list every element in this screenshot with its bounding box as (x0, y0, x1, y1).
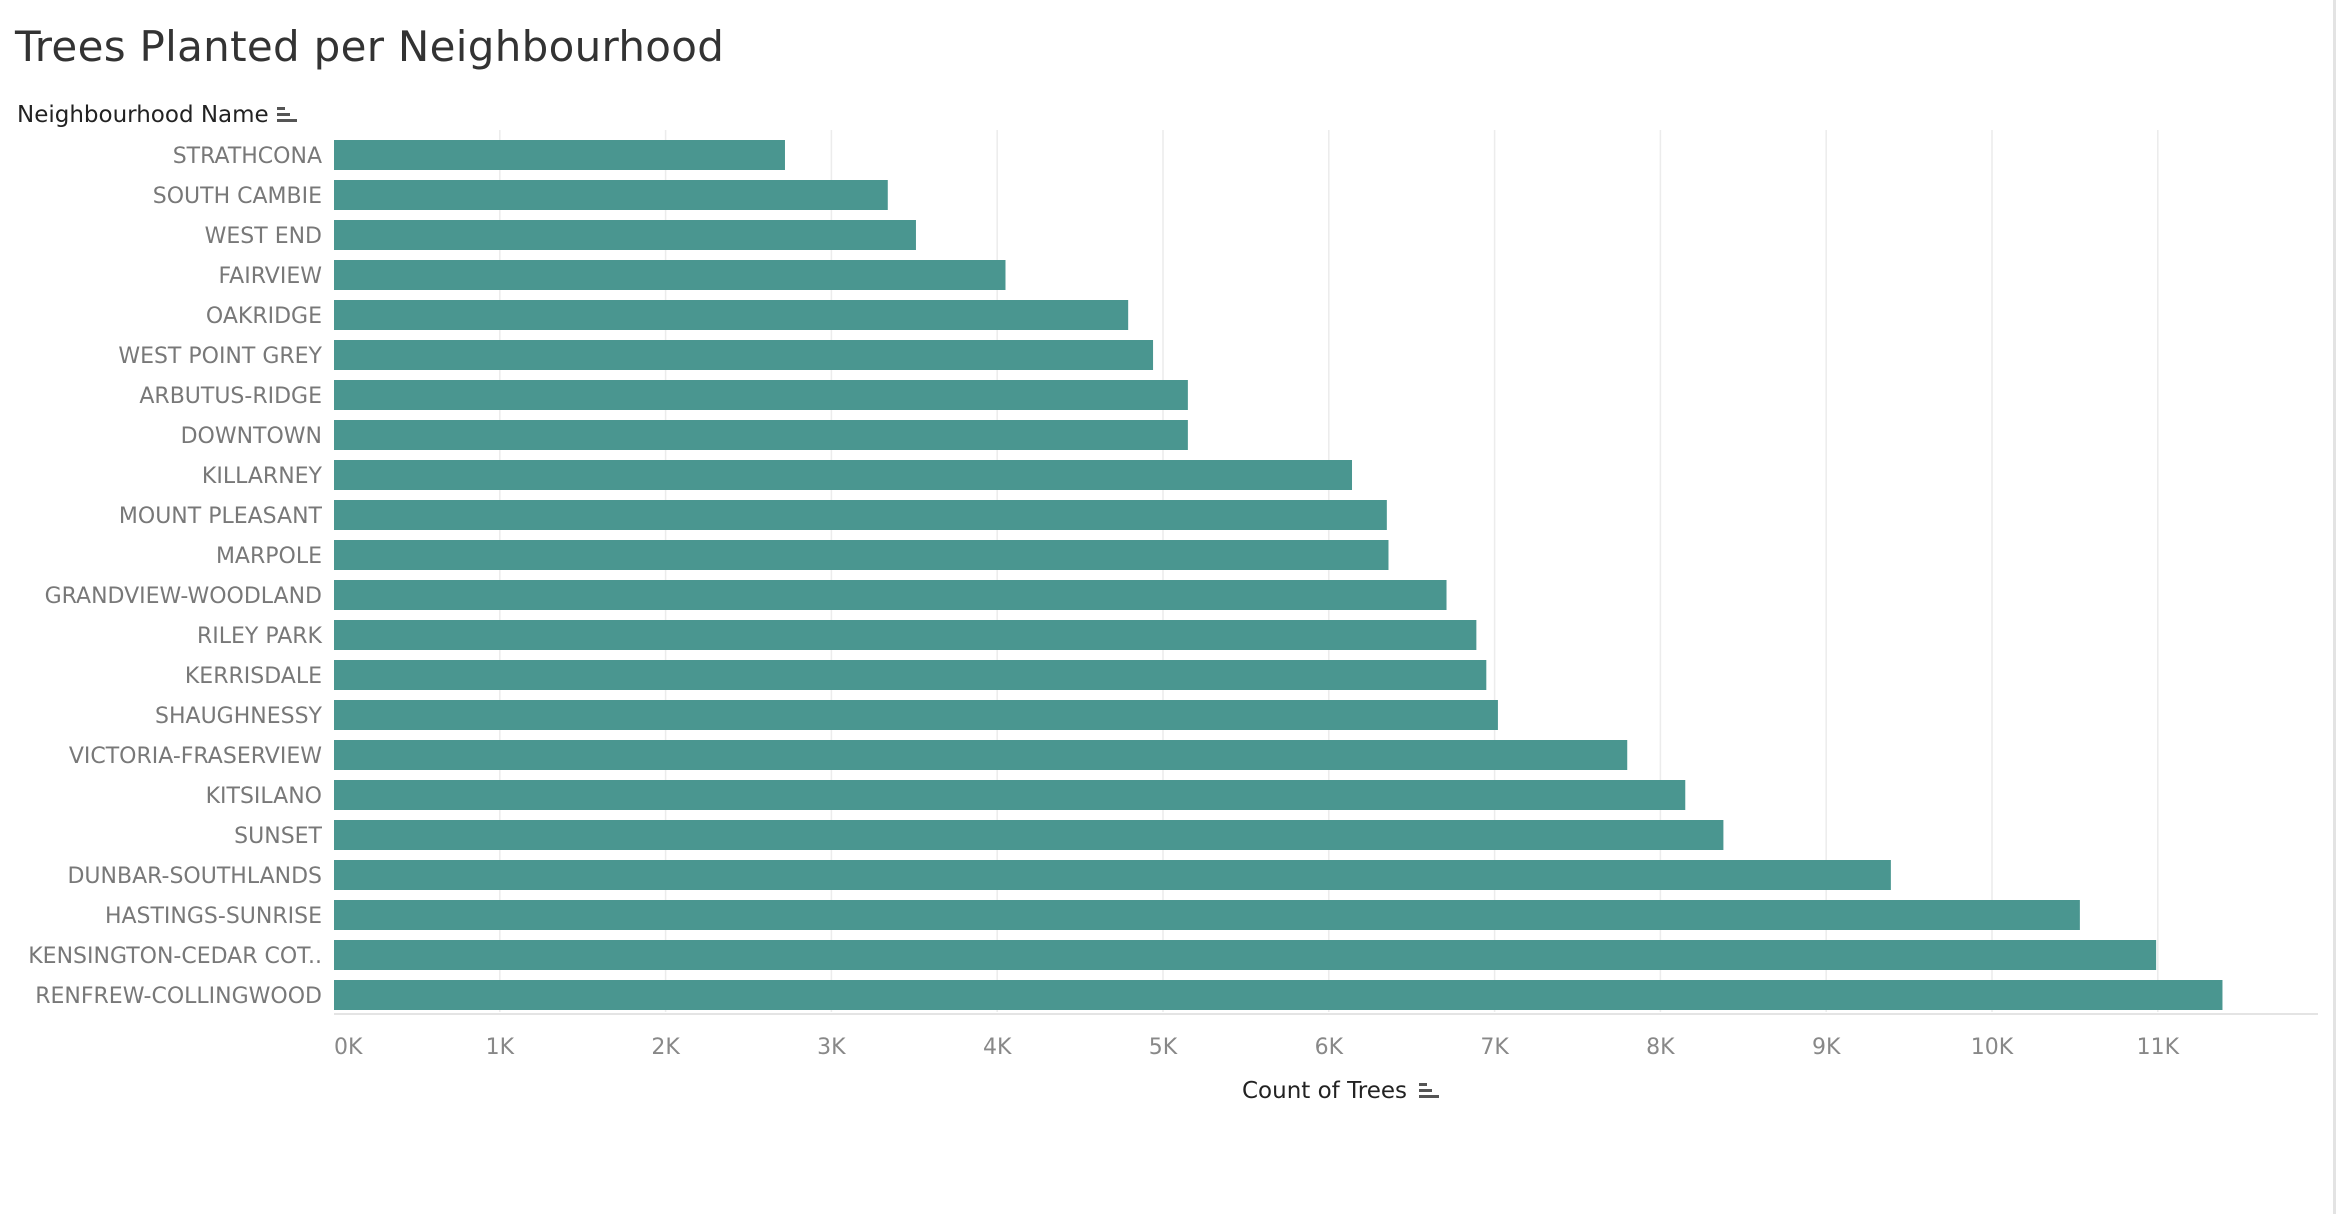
x-tick-label: 6K (1315, 1035, 1344, 1060)
bar[interactable] (334, 740, 1627, 770)
bar[interactable] (334, 300, 1128, 330)
bar[interactable] (334, 700, 1498, 730)
category-label: WEST POINT GREY (118, 344, 322, 369)
category-label: DUNBAR-SOUTHLANDS (67, 864, 322, 889)
category-label: SOUTH CAMBIE (153, 184, 322, 209)
bar[interactable] (334, 460, 1352, 490)
bar[interactable] (334, 140, 785, 170)
bar[interactable] (334, 780, 1685, 810)
x-tick-label: 10K (1971, 1035, 2014, 1060)
category-label: VICTORIA-FRASERVIEW (69, 744, 322, 769)
category-label: STRATHCONA (173, 144, 322, 169)
category-label: KITSILANO (206, 784, 322, 809)
x-tick-label: 8K (1646, 1035, 1675, 1060)
panel-divider (2333, 0, 2336, 1214)
bar[interactable] (334, 860, 1891, 890)
x-tick-label: 1K (486, 1035, 515, 1060)
x-tick-label: 7K (1480, 1035, 1509, 1060)
bar[interactable] (334, 940, 2156, 970)
bar[interactable] (334, 220, 916, 250)
bar[interactable] (334, 660, 1486, 690)
category-label: KERRISDALE (185, 664, 322, 689)
bar[interactable] (334, 380, 1188, 410)
category-label: KILLARNEY (202, 464, 323, 489)
bar[interactable] (334, 340, 1153, 370)
category-label: SHAUGHNESSY (155, 704, 323, 729)
bar[interactable] (334, 580, 1447, 610)
bar[interactable] (334, 540, 1388, 570)
category-label: WEST END (205, 224, 322, 249)
category-label: OAKRIDGE (206, 304, 322, 329)
x-tick-label: 2K (651, 1035, 680, 1060)
category-label: RENFREW-COLLINGWOOD (35, 984, 322, 1009)
category-label: HASTINGS-SUNRISE (105, 904, 322, 929)
x-tick-label: 3K (817, 1035, 846, 1060)
bar[interactable] (334, 180, 888, 210)
category-label: ARBUTUS-RIDGE (139, 384, 322, 409)
x-tick-label: 5K (1149, 1035, 1178, 1060)
bar[interactable] (334, 980, 2222, 1010)
bar[interactable] (334, 900, 2080, 930)
category-label: SUNSET (234, 824, 322, 849)
category-label: DOWNTOWN (181, 424, 322, 449)
x-tick-label: 9K (1812, 1035, 1841, 1060)
category-label: GRANDVIEW-WOODLAND (45, 584, 322, 609)
x-tick-label: 11K (2137, 1035, 2180, 1060)
bar[interactable] (334, 500, 1387, 530)
x-tick-label: 0K (334, 1035, 363, 1060)
x-tick-label: 4K (983, 1035, 1012, 1060)
category-label: RILEY PARK (197, 624, 323, 649)
category-label: MOUNT PLEASANT (119, 504, 323, 529)
bar[interactable] (334, 260, 1005, 290)
category-label: MARPOLE (216, 544, 322, 569)
category-label: KENSINGTON-CEDAR COT.. (28, 944, 322, 969)
bar[interactable] (334, 420, 1188, 450)
category-label: FAIRVIEW (219, 264, 323, 289)
bar[interactable] (334, 820, 1723, 850)
bar[interactable] (334, 620, 1476, 650)
